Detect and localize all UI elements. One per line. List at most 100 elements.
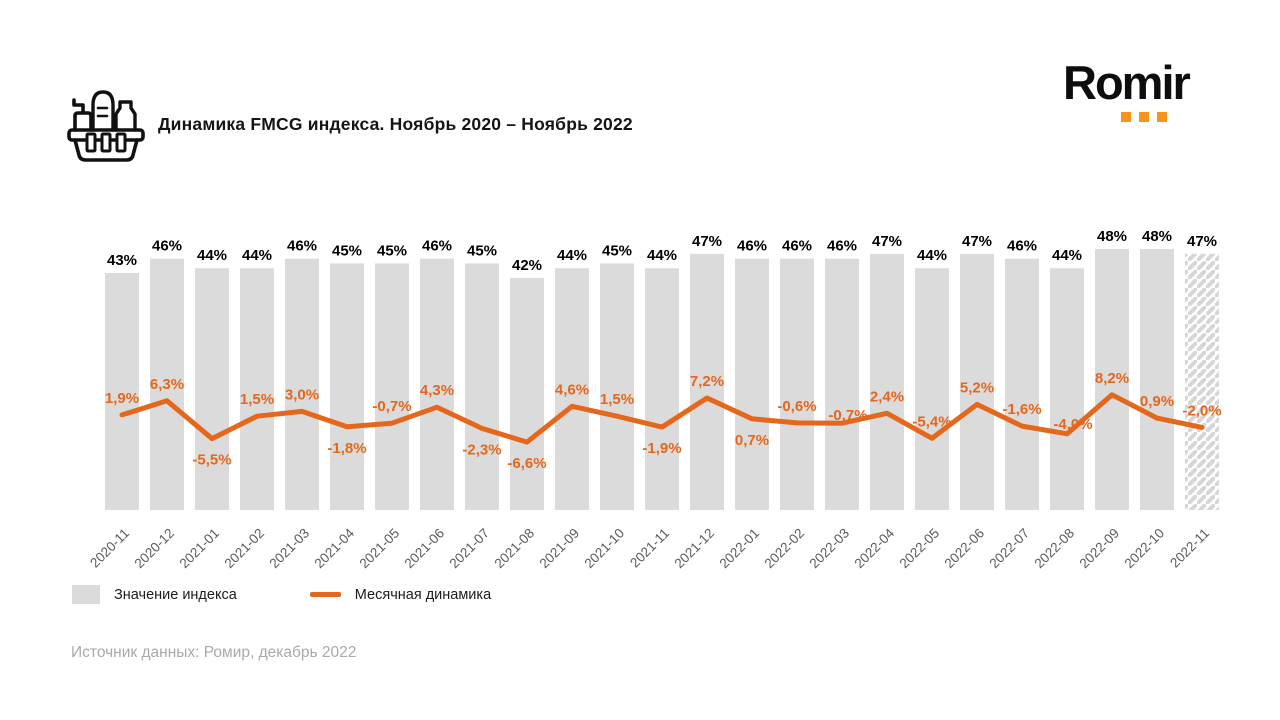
bar-value-label: 47% [872, 233, 902, 250]
line-value-label: 0,7% [735, 432, 769, 449]
line-value-label: -5,5% [192, 452, 231, 469]
line-value-label: 4,3% [420, 382, 454, 399]
x-axis-label: 2022-11 [1167, 526, 1212, 571]
x-axis-label: 2022-10 [1121, 526, 1167, 572]
line-labels-group: 1,9% 6,3% -5,5% 1,5% 3,0% -1,8% -0,7% 4,3% -2,3%… [105, 370, 1222, 472]
line-group [119, 392, 1205, 445]
bar [1095, 249, 1129, 510]
romir-logo-dots [1121, 112, 1167, 122]
bar [1050, 268, 1084, 510]
x-axis-label: 2021-06 [401, 526, 447, 572]
x-axis-label: 2022-06 [941, 526, 987, 572]
x-axis-label: 2021-11 [627, 526, 672, 571]
line-value-label: -2,0% [1182, 402, 1221, 419]
x-axis-label: 2021-07 [446, 526, 492, 572]
line-value-label: 1,9% [105, 390, 139, 407]
x-axis-label: 2021-05 [356, 526, 402, 572]
data-source-note: Источник данных: Ромир, декабрь 2022 [71, 644, 357, 661]
bar-hatched [1185, 253, 1219, 511]
bar [285, 258, 319, 510]
bar [870, 253, 904, 511]
bar-value-label: 46% [737, 238, 767, 255]
bar-value-label: 44% [917, 247, 947, 264]
bar [465, 263, 499, 510]
legend-line-swatch [309, 592, 341, 597]
line-value-label: 5,2% [960, 379, 994, 396]
x-axis-label: 2021-04 [311, 525, 357, 571]
x-axis-label: 2022-09 [1076, 526, 1122, 572]
line-value-label: -0,7% [372, 398, 411, 415]
dynamics-line [119, 392, 1205, 445]
bar [960, 253, 994, 511]
x-axis-label: 2022-02 [761, 526, 807, 572]
x-axis-label: 2022-07 [986, 526, 1032, 572]
line-value-label: 4,6% [555, 381, 589, 398]
grocery-basket-icon [67, 90, 145, 162]
bar-value-label: 44% [647, 247, 677, 264]
bar-value-label: 45% [467, 242, 497, 259]
bar [240, 268, 274, 510]
line-value-label: -1,6% [1002, 401, 1041, 418]
bar-value-label: 48% [1097, 228, 1127, 245]
bar-value-label: 45% [332, 242, 362, 259]
x-axis-label: 2022-05 [896, 526, 942, 572]
legend-item-dynamics: Месячная динамика [309, 587, 491, 603]
bar [600, 263, 634, 510]
line-value-label: 7,2% [690, 373, 724, 390]
bar-value-label: 46% [287, 238, 317, 255]
bar-value-label: 45% [602, 242, 632, 259]
bar [1140, 249, 1174, 510]
line-value-label: 8,2% [1095, 370, 1129, 387]
romir-logo-text: Romir [1063, 56, 1191, 109]
bar-value-label: 44% [557, 247, 587, 264]
line-value-label: 2,4% [870, 388, 904, 405]
bar-value-label: 47% [692, 233, 722, 250]
bar-value-label: 46% [1007, 238, 1037, 255]
line-value-label: 1,5% [600, 391, 634, 408]
bar [510, 277, 544, 510]
bar [915, 268, 949, 510]
x-axis-label: 2022-04 [851, 525, 897, 571]
legend-bar-swatch [72, 585, 100, 604]
x-axis-label: 2022-03 [806, 526, 852, 572]
xaxis-labels-group: 2020-11 2020-12 2021-01 2021-02 2021-03 2021-… [87, 525, 1212, 571]
bar-value-label: 44% [242, 247, 272, 264]
romir-logo: Romir [1063, 55, 1213, 122]
x-axis-label: 2021-02 [221, 526, 267, 572]
line-value-label: 0,9% [1140, 393, 1174, 410]
line-value-label: -6,6% [507, 455, 546, 472]
x-axis-label: 2022-01 [716, 526, 762, 572]
bar [690, 253, 724, 511]
x-axis-label: 2021-08 [491, 526, 537, 572]
x-axis-label: 2021-03 [266, 526, 312, 572]
logo-dot [1121, 112, 1131, 122]
line-value-label: -2,3% [462, 441, 501, 458]
bar [1005, 258, 1039, 510]
legend-bar-label: Значение индекса [114, 586, 237, 603]
x-axis-label: 2020-11 [87, 526, 132, 571]
bar-value-label: 43% [107, 252, 137, 269]
chart-legend: Значение индекса Месячная динамика [72, 585, 491, 604]
bar-value-label: 47% [1187, 233, 1217, 250]
x-axis-label: 2021-09 [536, 526, 582, 572]
bar [330, 263, 364, 510]
line-value-label: 6,3% [150, 376, 184, 393]
bar [645, 268, 679, 510]
bar-value-label: 48% [1142, 228, 1172, 245]
bar [735, 258, 769, 510]
line-value-label: -5,4% [912, 413, 951, 430]
x-axis-label: 2021-12 [671, 526, 717, 572]
line-value-label: -0,7% [828, 407, 867, 424]
x-axis-label: 2021-01 [176, 526, 222, 572]
bar [555, 268, 589, 510]
bar [105, 273, 139, 510]
bars-group [105, 249, 1219, 511]
line-value-label: 3,0% [285, 386, 319, 403]
bar [195, 268, 229, 510]
header: Динамика FMCG индекса. Ноябрь 2020 – Ноя… [64, 84, 633, 164]
bar-value-label: 46% [782, 238, 812, 255]
bar-value-label: 47% [962, 233, 992, 250]
page-title: Динамика FMCG индекса. Ноябрь 2020 – Ноя… [158, 113, 633, 134]
